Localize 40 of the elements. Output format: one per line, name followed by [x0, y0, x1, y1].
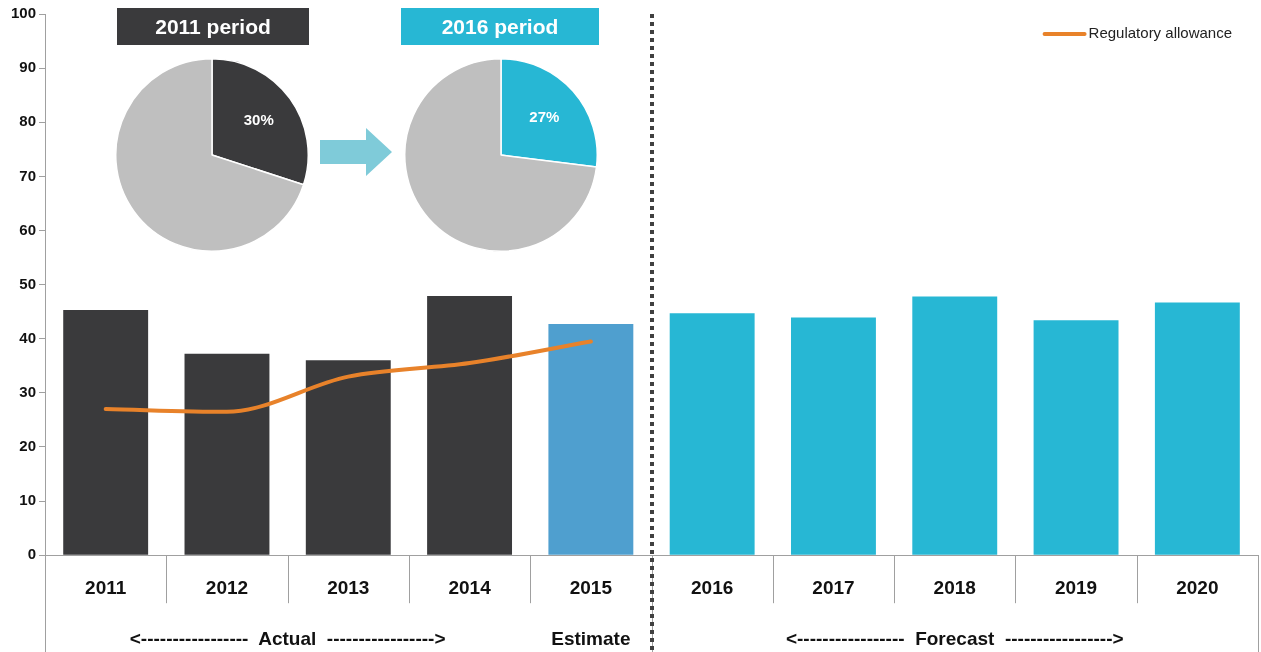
x-tick-label: 2014 — [448, 576, 492, 598]
bar — [548, 324, 634, 555]
bar — [1033, 320, 1119, 555]
bar — [184, 353, 270, 555]
x-tick-label: 2011 — [85, 576, 127, 598]
bar — [669, 313, 755, 555]
y-tick-label: 50 — [19, 274, 37, 292]
bar — [912, 296, 998, 555]
y-tick-label: 10 — [19, 491, 37, 509]
y-tick-label: 0 — [27, 545, 37, 563]
x-tick-label: 2017 — [812, 576, 855, 598]
y-tick-label: 100 — [11, 4, 37, 22]
data-label: 30% — [243, 111, 274, 129]
chart-title: 2011 period — [117, 8, 309, 45]
y-tick-label: 40 — [19, 328, 37, 346]
text: <----------------- Actual -----------------> — [129, 628, 446, 650]
bar — [63, 310, 149, 555]
y-tick-label: 80 — [19, 112, 37, 130]
y-tick-label: 70 — [19, 166, 37, 184]
x-tick-label: 2013 — [327, 576, 370, 598]
bar — [791, 317, 876, 555]
text: <----------------- Forecast -----------------> — [785, 628, 1124, 650]
y-tick-label: 60 — [19, 220, 37, 238]
legend-label: Regulatory allowance — [1088, 24, 1233, 42]
x-tick-label: 2019 — [1054, 576, 1098, 598]
y-tick-label: 90 — [19, 58, 37, 76]
x-tick-label: 2016 — [691, 576, 734, 598]
text: Estimate — [551, 628, 631, 650]
data-label: 27% — [529, 108, 560, 126]
y-tick-label: 20 — [19, 437, 37, 455]
bar — [305, 360, 391, 555]
bar — [1154, 302, 1240, 555]
bar — [427, 295, 513, 555]
y-tick-label: 30 — [19, 382, 37, 400]
x-tick-label: 2012 — [205, 576, 249, 598]
chart-title: 2016 period — [401, 8, 599, 45]
line-series — [103, 339, 593, 414]
x-tick-label: 2018 — [933, 576, 976, 598]
x-tick-label: 2020 — [1176, 576, 1219, 598]
x-tick-label: 2015 — [569, 576, 613, 598]
